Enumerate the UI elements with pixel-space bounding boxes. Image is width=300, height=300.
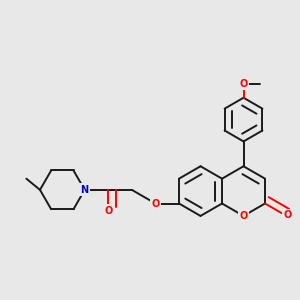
Text: O: O [151,199,160,208]
Text: O: O [239,79,247,89]
Text: O: O [239,211,247,221]
Text: O: O [104,206,112,216]
Text: N: N [81,185,89,195]
Text: O: O [284,210,292,220]
